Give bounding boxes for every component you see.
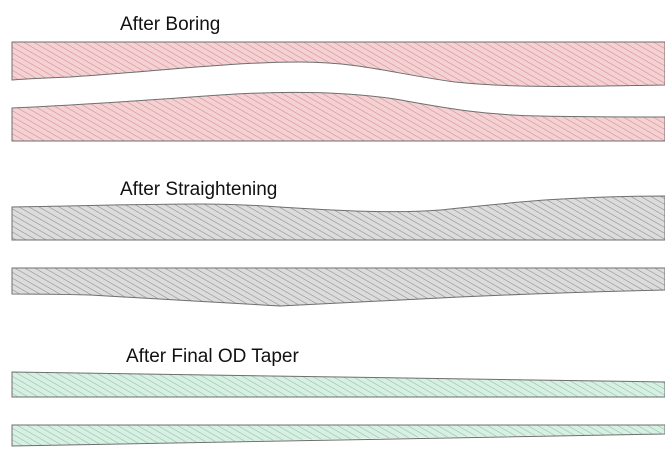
stage-label-after-final-od-taper: After Final OD Taper xyxy=(126,346,300,367)
stage-after-final-od-taper: After Final OD Taper xyxy=(11,346,665,447)
upper-wall-after-final-od-taper xyxy=(11,371,665,398)
lower-wall-after-boring xyxy=(11,91,665,142)
stage-after-straightening: After Straightening xyxy=(11,179,665,307)
stage-after-boring: After Boring xyxy=(11,14,665,142)
upper-wall-after-straightening xyxy=(11,195,665,241)
lower-wall-after-final-od-taper xyxy=(11,424,665,447)
stage-label-after-straightening: After Straightening xyxy=(120,179,277,200)
lower-wall-after-straightening xyxy=(11,267,665,307)
upper-wall-after-boring xyxy=(11,41,665,87)
stage-label-after-boring: After Boring xyxy=(120,14,220,35)
